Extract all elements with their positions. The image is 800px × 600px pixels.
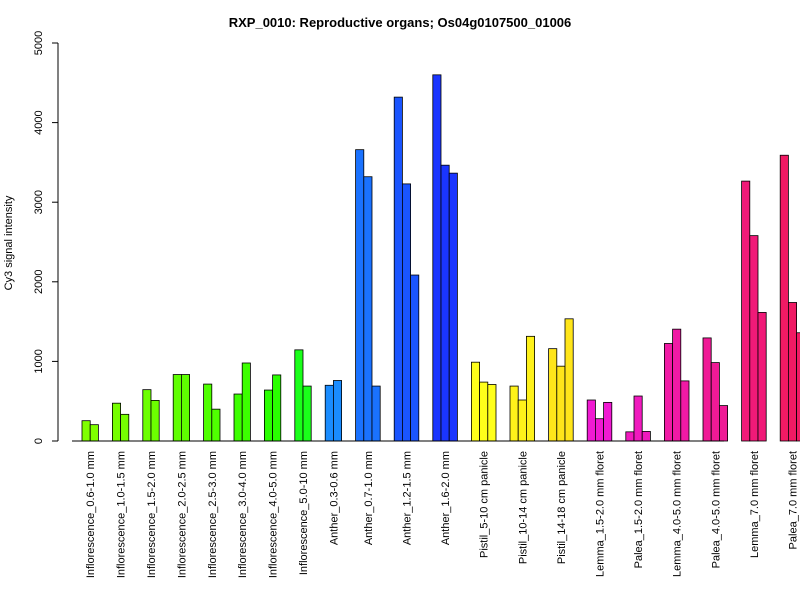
bar bbox=[757, 312, 767, 442]
bar bbox=[741, 180, 751, 442]
bar bbox=[363, 176, 373, 442]
bar bbox=[556, 365, 566, 442]
bar bbox=[355, 149, 365, 442]
bar bbox=[263, 389, 273, 442]
bar bbox=[89, 424, 99, 442]
category-label: Anther_1.6-2.0 mm bbox=[440, 451, 452, 545]
category-label: Inflorescence_5.0-10 mm bbox=[298, 451, 310, 575]
category-label: Palea_1.5-2.0 mm floret bbox=[633, 451, 645, 568]
category-label: Anther_1.2-1.5 mm bbox=[402, 451, 414, 545]
category-label: Palea_7.0 mm floret bbox=[788, 451, 800, 549]
bar bbox=[633, 395, 643, 442]
y-axis-label: Cy3 signal intensity bbox=[3, 195, 15, 290]
category-label: Pistil_5-10 cm panicle bbox=[479, 451, 491, 558]
category-label: Inflorescence_4.0-5.0 mm bbox=[268, 451, 280, 578]
category-label: Inflorescence_1.0-1.5 mm bbox=[116, 451, 128, 578]
bar bbox=[664, 343, 674, 442]
category-labels: Inflorescence_0.6-1.0 mm Inflorescence_1.… bbox=[85, 451, 799, 578]
bars bbox=[81, 74, 800, 442]
bar bbox=[509, 385, 519, 442]
bar bbox=[172, 374, 182, 442]
bar bbox=[603, 401, 613, 442]
bar bbox=[702, 337, 712, 442]
y-tick-label: 0 bbox=[33, 438, 45, 444]
bar bbox=[788, 302, 798, 442]
y-tick-label: 5000 bbox=[33, 31, 45, 55]
category-label: Lemma_4.0-5.0 mm floret bbox=[672, 451, 684, 577]
bar bbox=[233, 393, 243, 442]
bar bbox=[595, 418, 605, 442]
category-label: Lemma_1.5-2.0 mm floret bbox=[595, 451, 607, 577]
bar bbox=[779, 154, 789, 442]
category-label: Palea_4.0-5.0 mm floret bbox=[710, 451, 722, 568]
bar bbox=[564, 318, 574, 442]
bar bbox=[294, 349, 304, 442]
bar bbox=[142, 389, 152, 442]
category-label: Inflorescence_3.0-4.0 mm bbox=[237, 451, 249, 578]
bar bbox=[120, 413, 130, 442]
bar bbox=[796, 332, 800, 442]
y-axis: 0 1000 2000 3000 4000 5000 bbox=[33, 31, 59, 444]
category-label: Inflorescence_0.6-1.0 mm bbox=[85, 451, 97, 578]
bar bbox=[203, 383, 213, 442]
bar bbox=[332, 380, 342, 442]
bar bbox=[410, 274, 420, 442]
category-label: Inflorescence_2.0-2.5 mm bbox=[176, 451, 188, 578]
bar bbox=[487, 384, 497, 442]
bar bbox=[517, 399, 527, 442]
y-tick-label: 3000 bbox=[33, 190, 45, 214]
bar bbox=[371, 385, 381, 442]
bar bbox=[719, 405, 729, 442]
bar bbox=[641, 431, 651, 442]
bar bbox=[526, 335, 536, 442]
category-label: Pistil_10-14 cm panicle bbox=[517, 451, 529, 564]
bar bbox=[241, 362, 251, 442]
category-label: Inflorescence_2.5-3.0 mm bbox=[207, 451, 219, 578]
bar bbox=[272, 374, 282, 442]
bar bbox=[180, 374, 190, 442]
bar bbox=[586, 399, 596, 442]
category-label: Anther_0.7-1.0 mm bbox=[363, 451, 375, 545]
bar bbox=[625, 431, 635, 442]
bar bbox=[324, 384, 334, 442]
bar bbox=[680, 380, 690, 442]
bar bbox=[749, 235, 759, 442]
chart-title: RXP_0010: Reproductive organs; Os04g0107… bbox=[229, 15, 572, 30]
bar bbox=[479, 381, 489, 442]
bar bbox=[401, 183, 411, 442]
y-tick-label: 1000 bbox=[33, 349, 45, 373]
category-label: Anther_0.3-0.6 mm bbox=[328, 451, 340, 545]
bar bbox=[302, 385, 312, 442]
category-label: Lemma_7.0 mm floret bbox=[749, 451, 761, 558]
bar bbox=[393, 96, 403, 442]
bar bbox=[548, 348, 558, 442]
y-tick-label: 2000 bbox=[33, 270, 45, 294]
y-tick-label: 4000 bbox=[33, 110, 45, 134]
bar bbox=[470, 361, 480, 442]
bar bbox=[211, 408, 221, 442]
bar bbox=[440, 164, 450, 442]
bar bbox=[710, 362, 720, 442]
bar bbox=[432, 74, 442, 442]
bar bbox=[672, 328, 682, 442]
bar bbox=[112, 402, 122, 442]
category-label: Pistil_14-18 cm panicle bbox=[556, 451, 568, 564]
category-label: Inflorescence_1.5-2.0 mm bbox=[146, 451, 158, 578]
bar bbox=[81, 420, 91, 442]
bar bbox=[150, 400, 160, 442]
bar bbox=[448, 172, 458, 442]
